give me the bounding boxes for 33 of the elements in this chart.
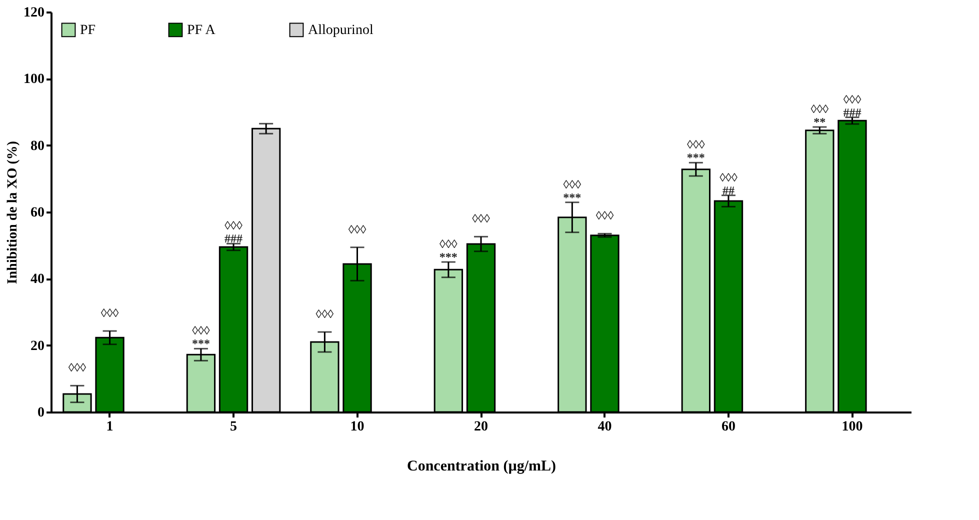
x-tick-label: 1 bbox=[106, 420, 114, 434]
x-tick-label: 20 bbox=[474, 420, 488, 434]
x-tick-label: 5 bbox=[230, 420, 238, 434]
data-label: ◊◊◊ bbox=[596, 208, 614, 223]
data-label: ◊◊◊ ### bbox=[224, 218, 243, 246]
data-label: ◊◊◊ bbox=[316, 307, 334, 321]
data-label: ◊◊◊ ## bbox=[720, 170, 738, 198]
x-tick-label: 40 bbox=[598, 420, 612, 434]
data-label: ◊◊◊ bbox=[472, 212, 490, 226]
y-tick-label: 100 bbox=[24, 72, 44, 88]
legend-label: PF bbox=[80, 22, 96, 38]
y-tick-label: 40 bbox=[30, 272, 44, 288]
data-label: ◊◊◊ *** bbox=[439, 237, 458, 264]
y-tick-label: 0 bbox=[38, 406, 44, 420]
data-label: ◊◊◊ ### bbox=[843, 92, 862, 120]
data-label: ◊◊◊ ** bbox=[810, 102, 829, 129]
x-tick-label: 100 bbox=[842, 420, 863, 434]
y-axis-title: Inhibition de la XO (%) bbox=[6, 140, 20, 284]
y-tick-label: 60 bbox=[30, 206, 44, 220]
data-label: ◊◊◊ *** bbox=[563, 177, 582, 204]
y-tick-label: 80 bbox=[30, 138, 44, 154]
data-label: ◊◊◊ *** bbox=[686, 138, 705, 165]
y-tick-label: 120 bbox=[24, 6, 44, 20]
data-label: ◊◊◊ bbox=[68, 360, 86, 375]
legend-label: PF A bbox=[187, 22, 216, 38]
y-tick-label: 20 bbox=[30, 338, 44, 354]
data-label: ◊◊◊ bbox=[348, 222, 366, 236]
data-label: ◊◊◊ *** bbox=[192, 324, 210, 351]
x-tick-label: 10 bbox=[350, 420, 364, 434]
x-axis-title: Concentration (µg/mL) bbox=[406, 458, 556, 474]
x-tick-label: 60 bbox=[721, 420, 736, 434]
data-label: ◊◊◊ bbox=[100, 306, 119, 320]
legend-label: Allopurinol bbox=[308, 22, 374, 38]
